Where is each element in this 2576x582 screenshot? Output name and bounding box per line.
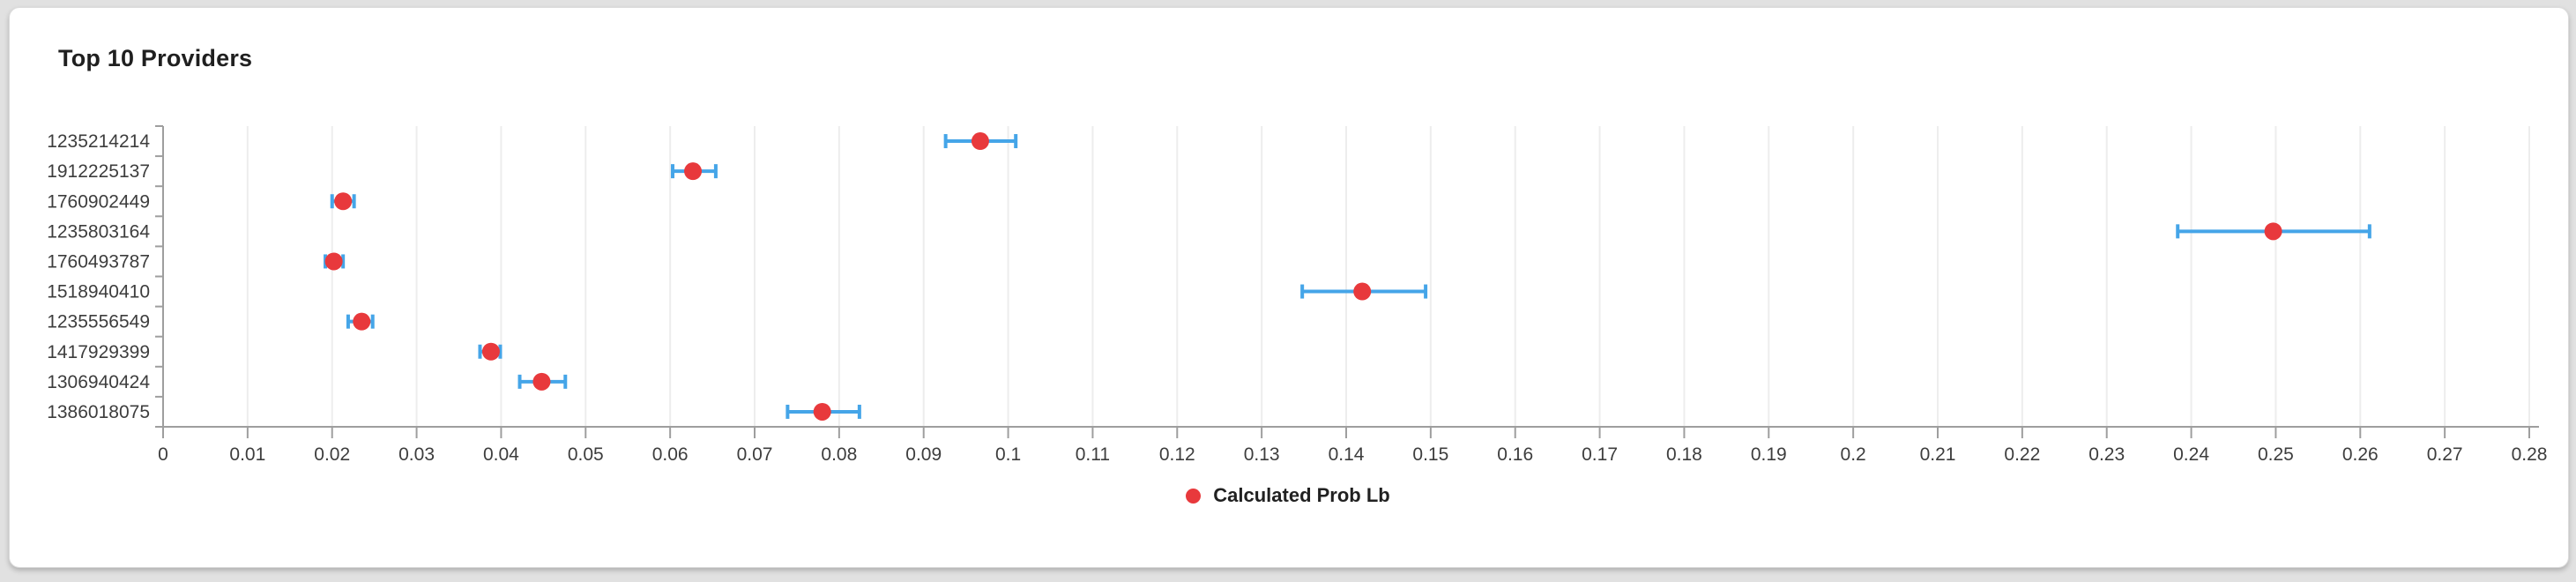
legend-marker-icon [1186,488,1202,504]
y-category-label: 1235214214 [47,131,150,152]
data-point[interactable] [971,132,989,151]
x-tick-label: 0.16 [1497,444,1533,465]
x-tick-label: 0.13 [1244,444,1280,465]
x-tick-label: 0.2 [1841,444,1866,465]
x-tick-label: 0.15 [1412,444,1448,465]
data-point[interactable] [481,342,500,361]
x-tick-label: 0.28 [2512,444,2548,465]
x-tick-label: 0.19 [1751,444,1787,465]
x-tick-label: 0.07 [737,444,773,465]
data-point[interactable] [324,252,343,271]
x-tick-label: 0.11 [1076,444,1110,465]
y-category-label: 1386018075 [47,402,150,422]
y-category-label: 1760902449 [47,191,150,212]
x-tick-label: 0.14 [1329,444,1365,465]
x-tick-label: 0.24 [2173,444,2209,465]
legend-item-calculated-prob-lb[interactable]: Calculated Prob Lb [1186,484,1390,507]
data-point[interactable] [334,192,353,211]
x-tick-label: 0.03 [398,444,435,465]
y-category-label: 1306940424 [47,372,150,392]
x-tick-label: 0.22 [2004,444,2040,465]
data-point[interactable] [2264,222,2282,241]
x-tick-label: 0.01 [229,444,265,465]
data-point[interactable] [684,162,703,181]
x-tick-label: 0.09 [905,444,942,465]
y-category-label: 1235803164 [47,221,150,242]
x-tick-label: 0.08 [821,444,857,465]
x-tick-label: 0.25 [2258,444,2294,465]
y-category-label: 1760493787 [47,251,150,272]
x-tick-label: 0.12 [1159,444,1195,465]
x-tick-label: 0.02 [314,444,350,465]
y-category-label: 1235556549 [47,312,150,332]
x-tick-label: 0.26 [2342,444,2379,465]
x-tick-label: 0.23 [2088,444,2125,465]
data-point[interactable] [532,372,551,391]
x-tick-label: 0.05 [568,444,604,465]
data-point[interactable] [813,402,831,421]
y-category-label: 1912225137 [47,161,150,182]
x-tick-label: 0 [158,444,168,465]
y-category-label: 1518940410 [47,282,150,302]
chart-legend: Calculated Prob Lb [0,484,2576,507]
x-tick-label: 0.04 [483,444,519,465]
x-tick-label: 0.17 [1582,444,1618,465]
data-point[interactable] [1353,282,1372,301]
x-tick-label: 0.18 [1666,444,1702,465]
y-category-label: 1417929399 [47,342,150,362]
chart-title: Top 10 Providers [58,45,253,71]
legend-label: Calculated Prob Lb [1213,484,1390,506]
x-tick-label: 0.27 [2427,444,2463,465]
chart-card: Top 10 Providers [9,7,2569,568]
data-point[interactable] [353,312,371,331]
x-tick-label: 0.21 [1920,444,1956,465]
x-tick-label: 0.1 [995,444,1021,465]
x-tick-label: 0.06 [652,444,689,465]
